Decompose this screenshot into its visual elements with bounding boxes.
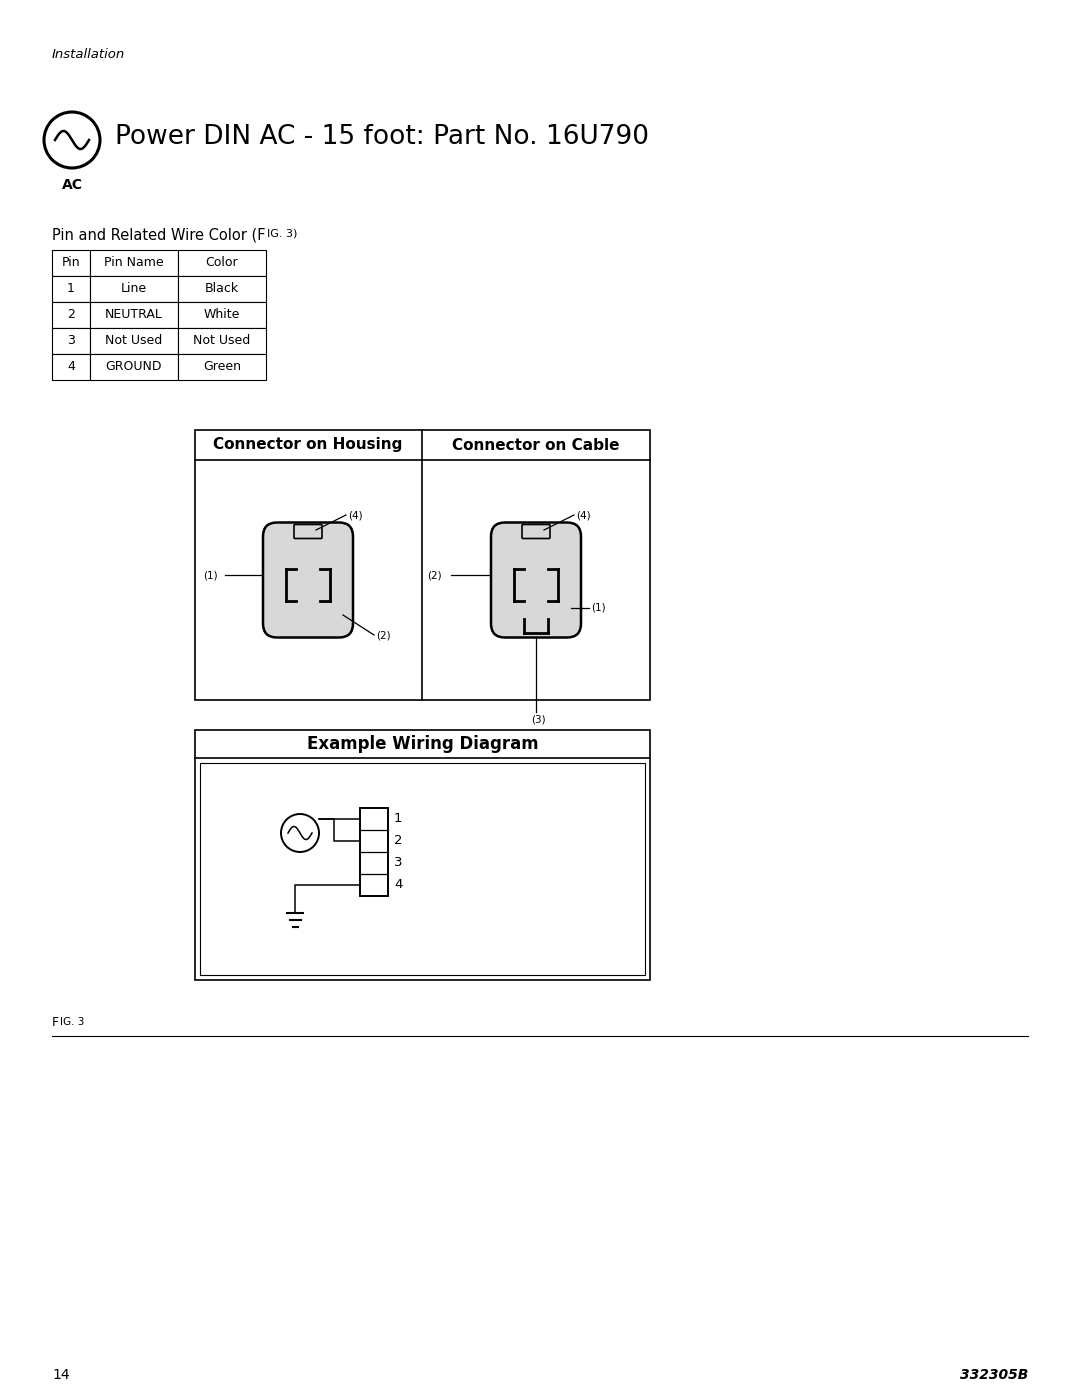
Text: 14: 14 <box>52 1368 69 1382</box>
Bar <box>90 302 178 328</box>
Text: F: F <box>52 1016 59 1028</box>
Bar <box>178 277 266 302</box>
Text: AC: AC <box>62 177 82 191</box>
Bar <box>52 328 90 353</box>
Text: Installation: Installation <box>52 47 125 61</box>
Text: Color: Color <box>205 257 239 270</box>
Text: Not Used: Not Used <box>106 334 163 348</box>
Text: 2: 2 <box>67 309 75 321</box>
Bar <box>90 250 178 277</box>
Text: White: White <box>204 309 240 321</box>
Bar <box>52 277 90 302</box>
Text: (2): (2) <box>427 570 442 580</box>
Text: Line: Line <box>121 282 147 296</box>
Text: 4: 4 <box>67 360 75 373</box>
Bar <box>52 302 90 328</box>
Bar <box>178 302 266 328</box>
Bar <box>360 807 388 895</box>
Circle shape <box>281 814 319 852</box>
Text: Pin Name: Pin Name <box>104 257 164 270</box>
Bar <box>90 328 178 353</box>
Text: 4: 4 <box>394 879 403 891</box>
Bar <box>178 353 266 380</box>
Text: NEUTRAL: NEUTRAL <box>105 309 163 321</box>
Text: 1: 1 <box>67 282 75 296</box>
Text: Example Wiring Diagram: Example Wiring Diagram <box>307 735 538 753</box>
Bar <box>52 353 90 380</box>
Text: Green: Green <box>203 360 241 373</box>
Text: Power DIN AC - 15 foot: Part No. 16U790: Power DIN AC - 15 foot: Part No. 16U790 <box>114 124 649 149</box>
Text: 332305B: 332305B <box>960 1368 1028 1382</box>
Bar <box>195 430 650 700</box>
FancyBboxPatch shape <box>522 524 550 538</box>
Text: Black: Black <box>205 282 239 296</box>
Bar <box>52 250 90 277</box>
Text: (4): (4) <box>576 510 591 520</box>
Text: 3: 3 <box>394 856 403 869</box>
Text: (1): (1) <box>203 570 218 580</box>
Text: Pin and Related Wire Color (F: Pin and Related Wire Color (F <box>52 228 266 243</box>
Text: (4): (4) <box>348 510 363 520</box>
Text: 3: 3 <box>67 334 75 348</box>
Text: Connector on Cable: Connector on Cable <box>453 437 620 453</box>
Text: (2): (2) <box>376 630 391 640</box>
Text: GROUND: GROUND <box>106 360 162 373</box>
FancyBboxPatch shape <box>264 522 353 637</box>
Text: Pin: Pin <box>62 257 80 270</box>
Text: Not Used: Not Used <box>193 334 251 348</box>
FancyBboxPatch shape <box>294 524 322 538</box>
Bar <box>90 353 178 380</box>
Text: (3): (3) <box>531 714 545 724</box>
Bar <box>195 731 650 981</box>
Text: IG. 3: IG. 3 <box>60 1017 84 1027</box>
Bar <box>90 277 178 302</box>
Bar <box>178 250 266 277</box>
Bar <box>178 328 266 353</box>
FancyBboxPatch shape <box>491 522 581 637</box>
Bar <box>200 763 645 975</box>
Text: 1: 1 <box>394 813 403 826</box>
Text: (1): (1) <box>591 604 606 613</box>
Text: 2: 2 <box>394 834 403 848</box>
Circle shape <box>44 112 100 168</box>
Text: Connector on Housing: Connector on Housing <box>214 437 403 453</box>
Text: IG. 3): IG. 3) <box>267 228 297 237</box>
